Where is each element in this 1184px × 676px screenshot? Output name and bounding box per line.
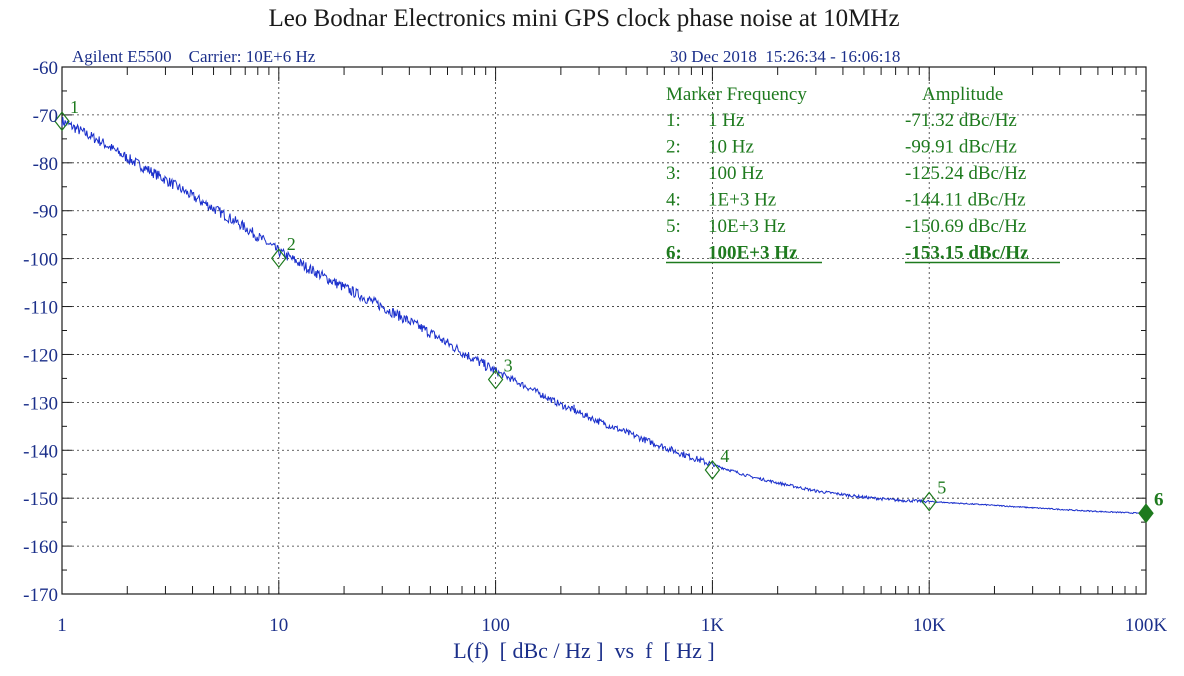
x-tick-label: 10K — [913, 615, 946, 636]
axis-labels: -60 -70 -80 -90 -100 -110 -120 -130 -140 -150 -160… — [23, 58, 1167, 636]
marker-label: 4 — [720, 446, 729, 466]
marker-table: Marker Frequency Amplitude 1: 1 Hz -71.32 dB… — [666, 84, 1060, 264]
marker-table-frequency: 100 Hz — [708, 163, 763, 184]
marker-table-amplitude: -150.69 dBc/Hz — [905, 216, 1026, 237]
marker-table-frequency: 10E+3 Hz — [708, 216, 786, 237]
y-tick-label: -130 — [23, 393, 58, 414]
marker-label: 6 — [1154, 489, 1164, 510]
y-tick-label: -80 — [33, 154, 58, 175]
y-tick-label: -120 — [23, 345, 58, 366]
marker-table-index: 2: — [666, 137, 681, 158]
marker-diamond — [487, 369, 504, 390]
marker-label: 1 — [70, 97, 79, 117]
markers-group: 1 2 3 4 5 6 — [54, 97, 1164, 524]
marker-diamond — [54, 111, 70, 132]
marker-label: 2 — [287, 234, 296, 254]
marker-diamond — [704, 459, 721, 480]
y-tick-label: -100 — [23, 250, 58, 271]
instrument-header: Agilent E5500 Carrier: 10E+6 Hz — [72, 47, 316, 66]
x-tick-label: 1 — [57, 615, 67, 636]
x-axis-label: L(f) [ dBc / Hz ] vs f [ Hz ] — [453, 638, 714, 663]
marker-label: 5 — [937, 477, 946, 497]
y-tick-label: -90 — [33, 202, 58, 223]
marker-table-frequency-header: Marker Frequency — [666, 84, 807, 105]
marker-label: 3 — [504, 356, 513, 376]
y-tick-label: -160 — [23, 537, 58, 558]
marker-diamond — [271, 248, 287, 269]
marker-table-index: 6: — [666, 243, 682, 264]
x-tick-label: 1K — [701, 615, 725, 636]
marker-table-amplitude: -99.91 dBc/Hz — [905, 137, 1017, 158]
marker-table-index: 5: — [666, 216, 681, 237]
chart-title: Leo Bodnar Electronics mini GPS clock ph… — [268, 5, 899, 32]
marker-table-amplitude: -153.15 dBc/Hz — [905, 243, 1029, 264]
marker-table-amplitude-header: Amplitude — [922, 84, 1003, 105]
phase-noise-trace — [61, 117, 1147, 515]
plot-area-frame — [61, 66, 1147, 595]
marker-diamond — [1138, 503, 1154, 524]
x-tick-label: 100 — [481, 615, 510, 636]
marker-table-frequency: 1E+3 Hz — [708, 190, 776, 211]
y-tick-label: -110 — [24, 298, 58, 319]
marker-table-amplitude: -125.24 dBc/Hz — [905, 163, 1026, 184]
marker-table-index: 4: — [666, 190, 681, 211]
marker-table-index: 1: — [666, 110, 681, 131]
x-tick-label: 100K — [1125, 615, 1168, 636]
x-tick-label: 10 — [269, 615, 288, 636]
marker-table-index: 3: — [666, 163, 681, 184]
marker-table-amplitude: -144.11 dBc/Hz — [905, 190, 1026, 211]
marker-table-frequency: 10 Hz — [708, 137, 754, 158]
y-tick-label: -140 — [23, 441, 58, 462]
marker-diamond — [921, 491, 937, 512]
y-tick-label: -170 — [23, 585, 58, 606]
marker-table-frequency: 1 Hz — [708, 110, 744, 131]
marker-table-amplitude: -71.32 dBc/Hz — [905, 110, 1017, 131]
y-tick-label: -60 — [33, 58, 58, 79]
series-group — [61, 117, 1147, 515]
timestamp-header: 30 Dec 2018 15:26:34 - 16:06:18 — [670, 47, 900, 66]
y-tick-label: -150 — [23, 489, 58, 510]
grid — [62, 67, 1146, 594]
y-tick-label: -70 — [33, 106, 58, 127]
marker-table-frequency: 100E+3 Hz — [708, 243, 798, 264]
